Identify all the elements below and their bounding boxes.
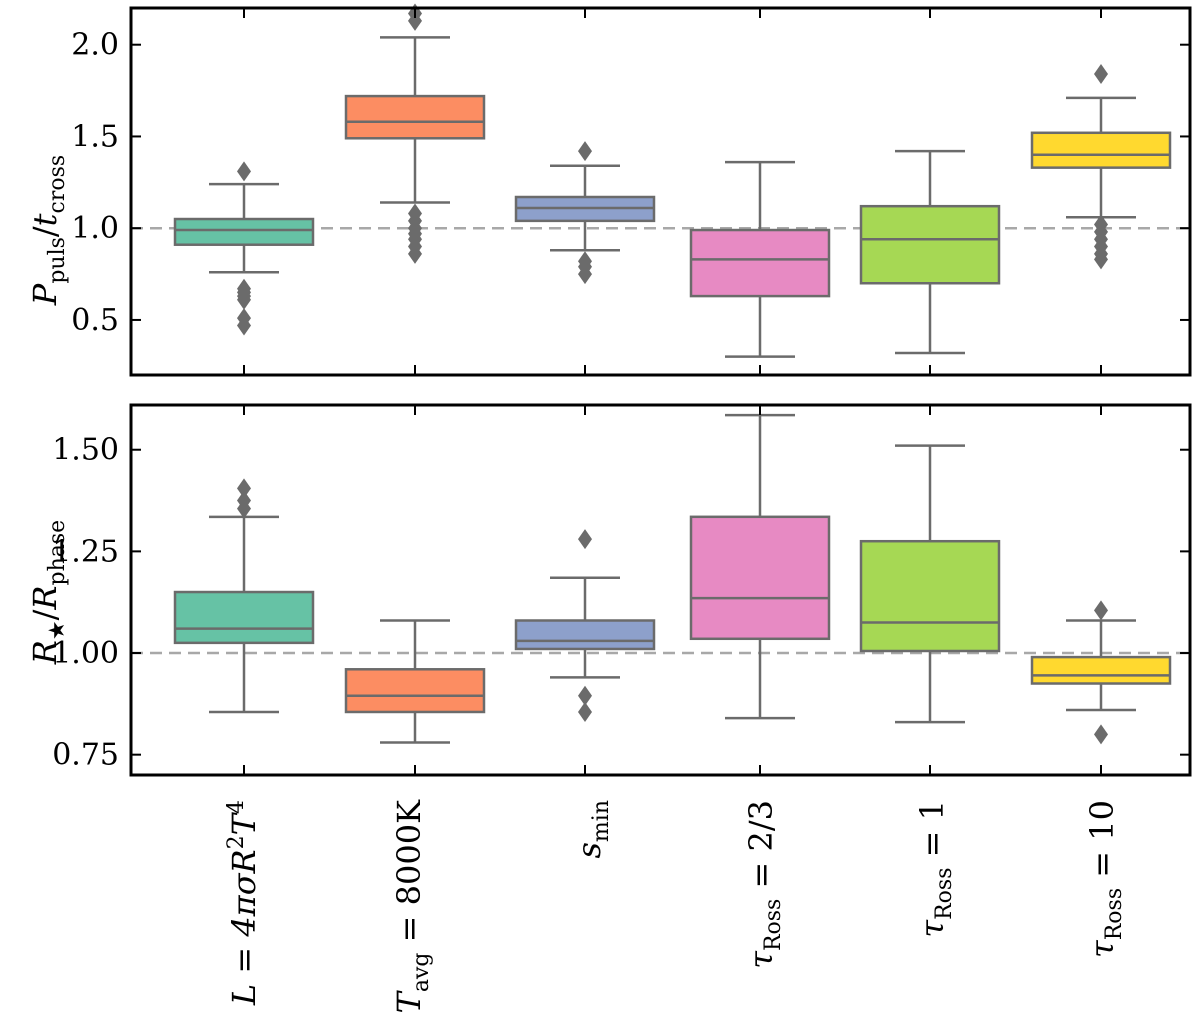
iqr-box [859, 204, 1001, 285]
top-box-5 [1030, 64, 1172, 270]
bottom-ytick-label: 0.75 [52, 738, 119, 773]
bottom-box-4 [859, 444, 1001, 724]
bottom-panel: 0.75 1.00 1.25 1.50 [52, 403, 1192, 777]
iqr-box [344, 94, 486, 140]
outlier-marker [578, 141, 592, 162]
outlier-marker [578, 701, 592, 722]
category-label-tavg: Tavg = 8000K [390, 799, 434, 1014]
bottom-ytick-label: 1.00 [52, 636, 119, 671]
top-ylabel: Ppuls/tcross [26, 155, 70, 306]
bottom-box-1 [344, 619, 486, 744]
outlier-marker [1094, 214, 1108, 235]
iqr-box [859, 539, 1001, 653]
top-box-0 [173, 161, 315, 336]
category-label-tau-10: τRoss = 10 [1083, 800, 1127, 958]
iqr-box [1030, 131, 1172, 169]
iqr-box [173, 217, 315, 246]
category-label-tau-1: τRoss = 1 [913, 800, 957, 938]
top-panel: 0.5 1.0 1.5 2.0 [71, 3, 1192, 377]
category-labels: L = 4πσR2T4 Tavg = 8000K smin τRoss = 2/… [224, 799, 1127, 1014]
outlier-marker [578, 685, 592, 706]
outlier-marker [578, 529, 592, 550]
top-box-4 [859, 149, 1001, 355]
top-ytick-label: 0.5 [71, 303, 119, 338]
outlier-marker [237, 308, 251, 329]
outlier-marker [237, 278, 251, 299]
iqr-box [689, 228, 831, 298]
bottom-ytick-label: 1.50 [52, 433, 119, 468]
top-box-1 [344, 3, 486, 264]
top-ytick-label: 1.0 [71, 211, 119, 246]
iqr-box [514, 619, 656, 651]
top-ytick-label: 1.5 [71, 119, 119, 154]
category-label-smin: smin [570, 800, 614, 859]
iqr-box [1030, 655, 1172, 685]
top-ytick-label: 2.0 [71, 28, 119, 63]
bottom-ylabel: R★/Rphase [26, 520, 70, 665]
iqr-box [344, 668, 486, 714]
outlier-marker [237, 490, 251, 511]
outlier-marker [237, 161, 251, 182]
top-box-2 [514, 141, 656, 285]
category-label-tau-2-3: τRoss = 2/3 [742, 800, 786, 969]
bottom-plot-frame [129, 403, 1192, 777]
top-box-3 [689, 160, 831, 358]
top-plot-frame [129, 6, 1192, 377]
outlier-marker [1094, 64, 1108, 85]
outlier-marker [578, 251, 592, 272]
outlier-marker [1094, 724, 1108, 745]
outlier-marker [408, 203, 422, 224]
outlier-marker [1094, 600, 1108, 621]
outlier-marker [237, 478, 251, 499]
bottom-ytick-label: 1.25 [52, 534, 119, 569]
bottom-box-3 [689, 413, 831, 720]
iqr-box [689, 515, 831, 641]
category-label-luminosity: L = 4πσR2T4 [224, 800, 263, 1006]
bottom-box-0 [173, 478, 315, 714]
iqr-box [173, 590, 315, 645]
bottom-box-2 [514, 529, 656, 722]
bottom-box-5 [1030, 600, 1172, 745]
